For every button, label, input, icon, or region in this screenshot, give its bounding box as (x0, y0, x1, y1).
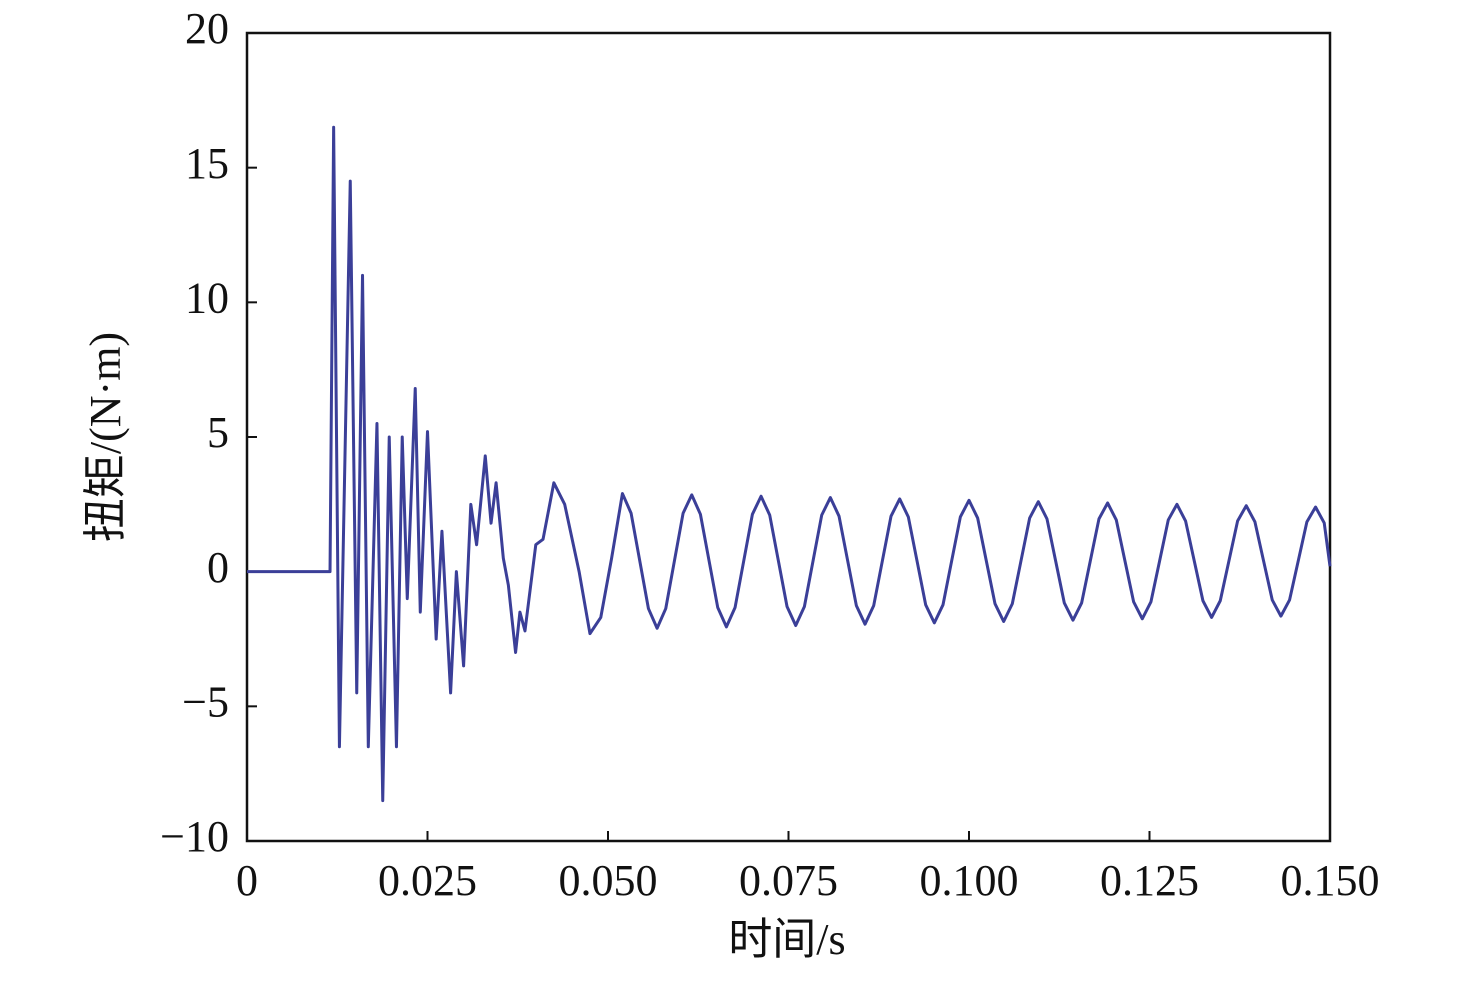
x-tick-label: 0.150 (1281, 856, 1380, 905)
y-tick-label: −5 (182, 677, 229, 726)
x-tick-label: 0.075 (739, 856, 838, 905)
x-tick-label: 0.025 (378, 856, 477, 905)
y-axis-label: 扭矩/(N·m) (81, 332, 130, 542)
y-tick-label: 15 (185, 139, 229, 188)
x-tick-label: 0.125 (1100, 856, 1199, 905)
x-axis-label: 时间/s (728, 915, 845, 964)
y-tick-label: 10 (185, 273, 229, 322)
y-tick-label: 5 (207, 408, 229, 457)
plot-frame (245, 31, 1332, 843)
x-tick-label: 0.050 (559, 856, 658, 905)
y-tick-label: 20 (185, 4, 229, 53)
y-tick-label: 0 (207, 543, 229, 592)
x-tick-label: 0 (236, 856, 258, 905)
y-tick-label: −10 (160, 812, 229, 861)
x-tick-label: 0.100 (920, 856, 1019, 905)
data-line (247, 125, 1332, 803)
